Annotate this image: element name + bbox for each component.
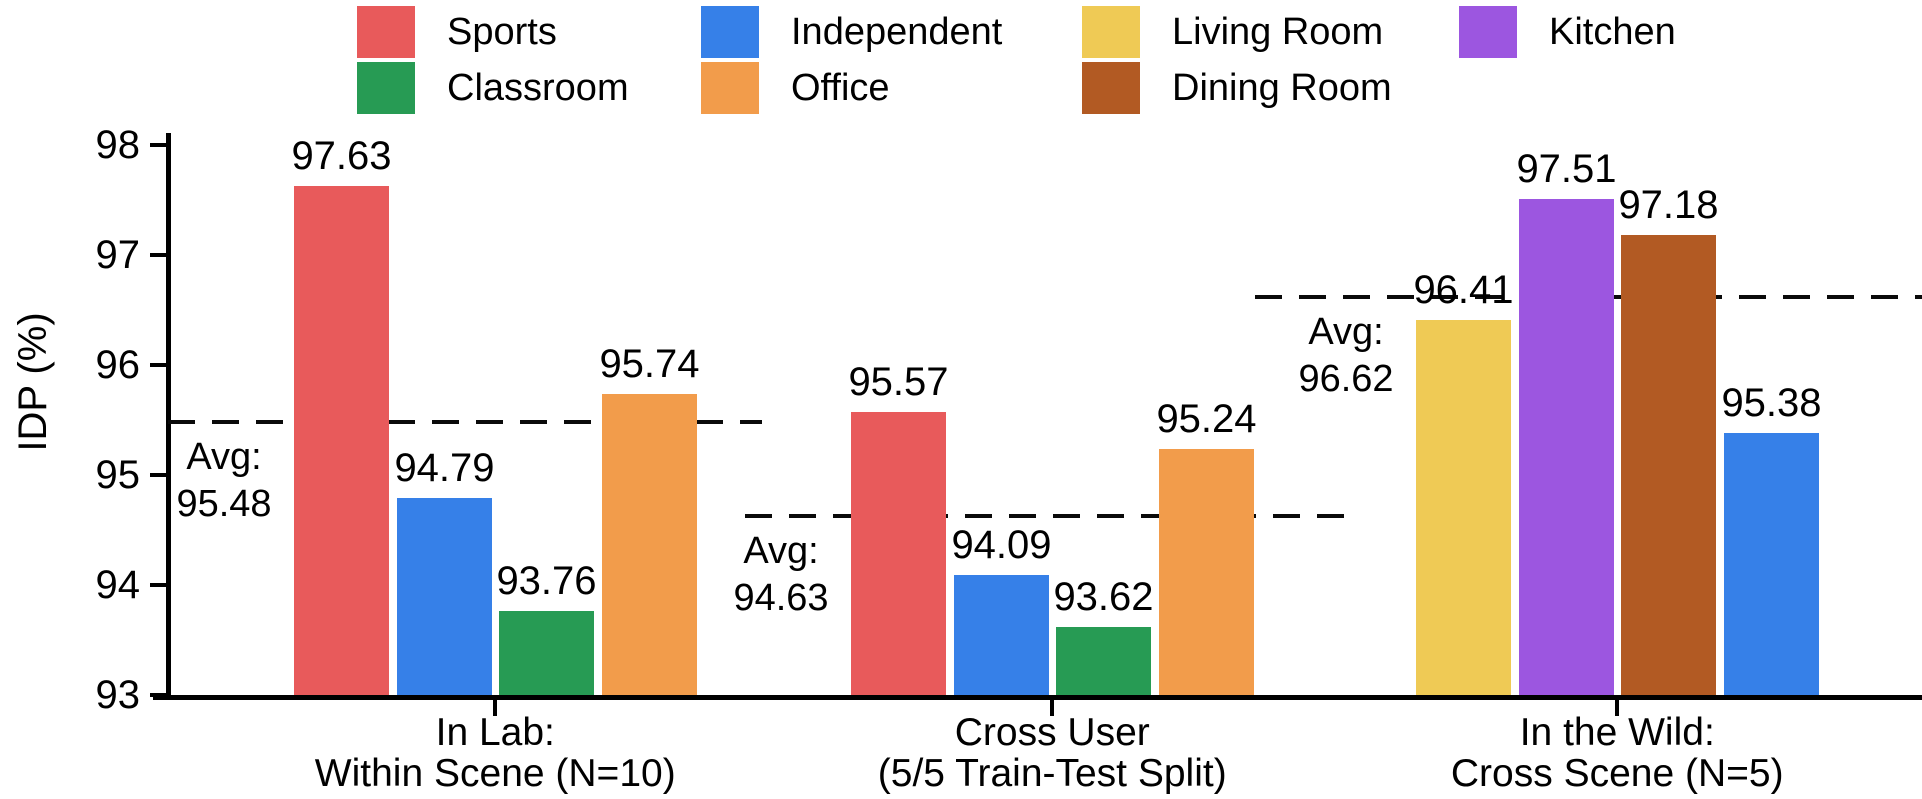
- bar-value-label: 95.57: [848, 360, 949, 405]
- y-tick-mark: [150, 583, 166, 587]
- avg-label-prefix: Avg:: [186, 436, 262, 479]
- x-group-label-line2: Within Scene (N=10): [314, 752, 676, 795]
- bar-value-label: 96.41: [1413, 267, 1514, 312]
- legend-item-dining-room: Dining Room: [1082, 62, 1392, 114]
- avg-label-prefix: Avg:: [743, 529, 819, 572]
- y-axis-line: [166, 133, 171, 700]
- y-tick-mark: [150, 143, 166, 147]
- avg-dashed-line: [168, 420, 762, 425]
- bar-value-label: 97.51: [1516, 146, 1617, 191]
- legend-item-office: Office: [701, 62, 890, 114]
- legend-swatch-icon: [357, 62, 415, 114]
- bar-kitchen: [1519, 198, 1614, 695]
- legend-swatch-icon: [1082, 6, 1140, 58]
- legend-swatch-icon: [701, 62, 759, 114]
- x-group-label: In Lab: Within Scene (N=10): [175, 712, 815, 794]
- y-tick-label: 93: [95, 673, 141, 717]
- bar-dining-room: [1621, 235, 1716, 695]
- x-tick-mark: [1615, 700, 1620, 716]
- legend-item-independent: Independent: [701, 6, 1002, 58]
- y-tick-label: 98: [95, 123, 141, 167]
- y-tick-label: 97: [95, 233, 141, 277]
- bar-office: [602, 393, 697, 695]
- y-tick-mark: [150, 693, 166, 697]
- x-group-label: In the Wild: Cross Scene (N=5): [1297, 712, 1922, 794]
- legend-item-kitchen: Kitchen: [1459, 6, 1676, 58]
- legend-label: Living Room: [1172, 11, 1384, 53]
- bar-value-label: 95.38: [1721, 381, 1822, 426]
- avg-label-value: 95.48: [176, 483, 272, 526]
- bar-independent: [397, 498, 492, 695]
- bar-value-label: 95.24: [1156, 396, 1257, 441]
- legend-label: Classroom: [447, 67, 629, 109]
- legend-label: Office: [791, 67, 890, 109]
- x-group-label-line1: In the Wild:: [1519, 711, 1715, 754]
- x-group-label-line2: Cross Scene (N=5): [1450, 752, 1784, 795]
- bar-classroom: [499, 611, 594, 695]
- bar-independent: [954, 575, 1049, 695]
- bar-office: [1159, 448, 1254, 695]
- avg-label-prefix: Avg:: [1308, 310, 1384, 353]
- legend-swatch-icon: [701, 6, 759, 58]
- avg-label-value: 94.63: [733, 576, 829, 619]
- legend-item-sports: Sports: [357, 6, 557, 58]
- bar-independent: [1724, 433, 1819, 695]
- x-tick-mark: [493, 700, 498, 716]
- legend-label: Sports: [447, 11, 557, 53]
- y-tick-mark: [150, 253, 166, 257]
- bar-value-label: 94.09: [951, 523, 1052, 568]
- bar-value-label: 93.76: [496, 559, 597, 604]
- y-tick-mark: [150, 363, 166, 367]
- avg-dashed-line: [745, 513, 1360, 518]
- bar-value-label: 97.63: [291, 133, 392, 178]
- y-tick-label: 94: [95, 563, 141, 607]
- bar-value-label: 93.62: [1053, 574, 1154, 619]
- y-tick-label: 96: [95, 343, 141, 387]
- avg-label: Avg: 95.48: [144, 434, 304, 528]
- y-tick-label: 95: [95, 453, 141, 497]
- x-axis-line: [153, 695, 1922, 700]
- legend-label: Kitchen: [1549, 11, 1676, 53]
- legend-item-classroom: Classroom: [357, 62, 629, 114]
- bar-living-room: [1416, 319, 1511, 695]
- bar-value-label: 94.79: [394, 446, 495, 491]
- legend-label: Dining Room: [1172, 67, 1392, 109]
- legend-swatch-icon: [357, 6, 415, 58]
- x-tick-mark: [1050, 700, 1055, 716]
- x-group-label-line2: (5/5 Train-Test Split): [877, 752, 1227, 795]
- x-group-label-line1: Cross User: [954, 711, 1150, 754]
- bar-sports: [294, 185, 389, 695]
- bar-value-label: 97.18: [1618, 183, 1719, 228]
- bar-sports: [851, 412, 946, 695]
- bar-classroom: [1056, 626, 1151, 695]
- bar-value-label: 95.74: [599, 341, 700, 386]
- legend-label: Independent: [791, 11, 1003, 53]
- y-tick-mark: [150, 473, 166, 477]
- avg-label: Avg: 96.62: [1266, 309, 1426, 403]
- legend-swatch-icon: [1459, 6, 1517, 58]
- legend-swatch-icon: [1082, 62, 1140, 114]
- legend-item-living-room: Living Room: [1082, 6, 1383, 58]
- avg-label: Avg: 94.63: [701, 528, 861, 622]
- avg-label-value: 96.62: [1298, 357, 1394, 400]
- x-group-label-line1: In Lab:: [435, 711, 555, 754]
- x-group-label: Cross User (5/5 Train-Test Split): [732, 712, 1372, 794]
